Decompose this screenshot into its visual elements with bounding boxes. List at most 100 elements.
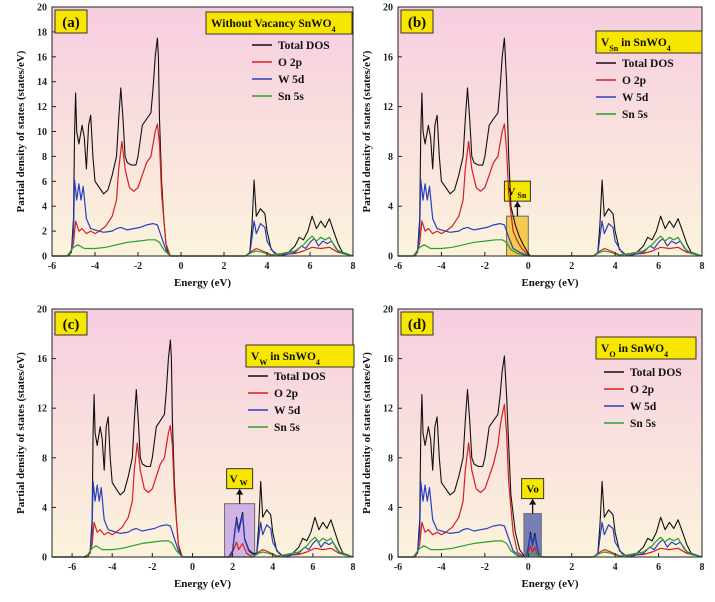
x-tick-label: -6 <box>394 261 402 272</box>
series-line-o-2p <box>398 403 703 558</box>
legend-label: Sn 5s <box>278 91 304 103</box>
panel-title-box <box>205 11 353 35</box>
x-tick-label: -2 <box>148 562 156 573</box>
panel-title-subscript: 4 <box>667 44 671 53</box>
vacancy-label-subscript: Sn <box>517 191 526 200</box>
x-tick-label: 6 <box>308 261 313 272</box>
y-tick-label: 18 <box>37 27 47 38</box>
x-tick-label: -2 <box>134 261 142 272</box>
x-tick-label: 4 <box>613 261 618 272</box>
y-tick-label: 2 <box>42 227 47 238</box>
x-axis-label: Energy (eV) <box>174 277 231 289</box>
x-tick-label: -4 <box>108 562 116 573</box>
legend-label: Total DOS <box>630 367 682 379</box>
x-tick-label: 8 <box>351 261 356 272</box>
x-tick-label: 6 <box>656 261 661 272</box>
panel-title-subscript: 4 <box>332 25 336 34</box>
y-axis-label: Partial density of states (states/eV) <box>361 352 373 514</box>
legend-label: O 2p <box>622 75 646 87</box>
y-tick-label: 8 <box>42 152 47 163</box>
panel-title-subscript: 4 <box>664 350 668 359</box>
y-tick-label: 6 <box>42 177 47 188</box>
x-axis-label: Energy (eV) <box>521 277 578 289</box>
legend-label: W 5d <box>278 74 305 86</box>
panel-title-text: in SnWO <box>618 37 667 49</box>
plot-frame <box>51 308 354 558</box>
panel-title: VO in SnWO4 <box>601 343 668 359</box>
y-tick-label: 14 <box>37 77 47 88</box>
x-tick-label: 8 <box>351 562 356 573</box>
panel-a: -6 -4 -2 0 2 4 6 8 0 2 4 6 8 10 12 14 16 18 20 Energy (eV) P… <box>15 3 356 290</box>
y-tick-label: 16 <box>37 52 47 63</box>
x-axis-label: Energy (eV) <box>521 578 578 590</box>
y-tick-label: 16 <box>37 354 47 365</box>
series-line-total-dos <box>52 37 354 257</box>
x-tick-label: 0 <box>190 562 195 573</box>
series-line-o-2p <box>398 123 703 257</box>
legend-label: Sn 5s <box>274 422 300 434</box>
panel-label-box <box>400 9 434 34</box>
vacancy-label: Vo <box>526 484 539 496</box>
x-tick-label: 6 <box>656 562 661 573</box>
x-tick-label: 6 <box>310 562 315 573</box>
legend-label: O 2p <box>278 57 302 69</box>
series-line-total-dos <box>398 355 703 558</box>
panel-label: (b) <box>408 15 426 31</box>
x-tick-label: 2 <box>230 562 235 573</box>
y-tick-label: 16 <box>383 354 393 365</box>
x-tick-label: 2 <box>569 261 574 272</box>
x-tick-label: -2 <box>481 261 489 272</box>
series-line-total-dos <box>398 37 703 257</box>
x-tick-label: 4 <box>265 261 270 272</box>
plot-background <box>52 7 353 256</box>
y-tick-label: 12 <box>383 404 393 415</box>
legend: Total DOS O 2p W 5d Sn 5s <box>596 58 674 121</box>
panel-title-subscript: O <box>609 350 615 359</box>
x-axis-label: Energy (eV) <box>174 578 231 590</box>
x-tick-label: 2 <box>569 562 574 573</box>
vacancy-label-box <box>226 468 254 490</box>
panel-label: (c) <box>63 317 80 333</box>
legend-label: Total DOS <box>278 40 330 52</box>
legend: Total DOS O 2p W 5d Sn 5s <box>248 371 326 434</box>
panel-label: (d) <box>408 317 426 333</box>
x-tick-label: -6 <box>394 562 402 573</box>
series-line-w-5d <box>398 179 703 257</box>
legend-label: Total DOS <box>622 58 674 70</box>
vacancy-arrow-head <box>236 488 244 495</box>
y-tick-label: 0 <box>388 553 393 564</box>
legend-label: Sn 5s <box>630 418 656 430</box>
series-line-sn-5s <box>398 536 703 558</box>
panel-title-box <box>595 336 697 360</box>
panel-title: VSn in SnWO4 <box>601 37 671 53</box>
panel-title-text: Without Vacancy SnWO <box>211 18 332 30</box>
y-tick-label: 8 <box>42 453 47 464</box>
y-tick-label: 8 <box>388 453 393 464</box>
y-tick-label: 4 <box>42 202 47 213</box>
panel-title-text: in SnWO <box>616 343 665 355</box>
x-tick-label: -6 <box>48 261 56 272</box>
x-tick-label: -4 <box>437 261 445 272</box>
y-tick-label: 4 <box>388 202 393 213</box>
legend: Total DOS O 2p W 5d Sn 5s <box>252 40 330 103</box>
panel-title-box <box>595 30 703 54</box>
panel-label: (a) <box>62 15 80 31</box>
legend-label: O 2p <box>274 388 298 400</box>
panel-title-text: in SnWO <box>267 351 316 363</box>
panel-label-box <box>54 9 88 34</box>
vacancy-label-box <box>521 478 545 500</box>
y-tick-label: 20 <box>383 305 393 316</box>
legend-label: Total DOS <box>274 371 326 383</box>
y-axis-label: Partial density of states (states/eV) <box>15 352 27 514</box>
x-tick-label: 8 <box>700 261 705 272</box>
x-tick-label: 0 <box>179 261 184 272</box>
legend-label: O 2p <box>630 384 654 396</box>
y-tick-label: 8 <box>388 152 393 163</box>
panel-label-box <box>400 311 434 336</box>
y-tick-label: 20 <box>383 3 393 14</box>
y-tick-label: 12 <box>37 404 47 415</box>
legend-label: Sn 5s <box>622 109 648 121</box>
vacancy-label-subscript: W <box>240 479 248 488</box>
x-tick-label: 0 <box>526 261 531 272</box>
